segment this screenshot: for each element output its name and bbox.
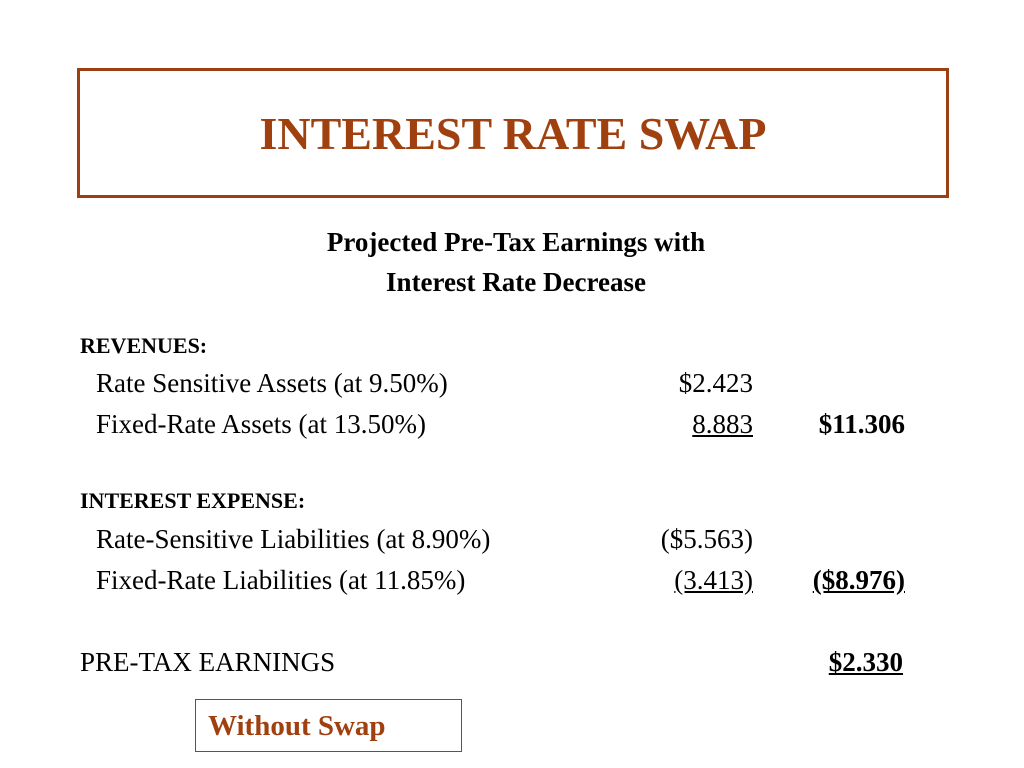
row-amount: 8.883: [692, 409, 753, 439]
title-box: [77, 68, 949, 198]
note: Without Swap: [208, 710, 386, 742]
row-amount: (3.413): [674, 565, 753, 595]
row-label: Fixed-Rate Liabilities (at 11.85%): [96, 565, 466, 595]
row-label: Rate Sensitive Assets (at 9.50%): [96, 368, 448, 398]
row-total: ($8.976): [812, 565, 905, 595]
title: INTEREST RATE SWAP: [259, 108, 767, 159]
section-heading: INTEREST EXPENSE:: [80, 488, 306, 513]
row-amount: $2.423: [678, 368, 753, 398]
row-label: Rate-Sensitive Liabilities (at 8.90%): [96, 524, 491, 554]
note-box: [195, 699, 462, 752]
row-label: Fixed-Rate Assets (at 13.50%): [96, 409, 426, 439]
result-label: PRE-TAX EARNINGS: [80, 647, 336, 677]
subtitle: Projected Pre-Tax Earnings with: [326, 227, 706, 257]
subtitle: Interest Rate Decrease: [386, 267, 646, 297]
section-heading: REVENUES:: [80, 333, 208, 358]
result-amount: $2.330: [828, 647, 903, 677]
row-amount: ($5.563): [660, 524, 753, 554]
row-total: $11.306: [818, 409, 905, 439]
